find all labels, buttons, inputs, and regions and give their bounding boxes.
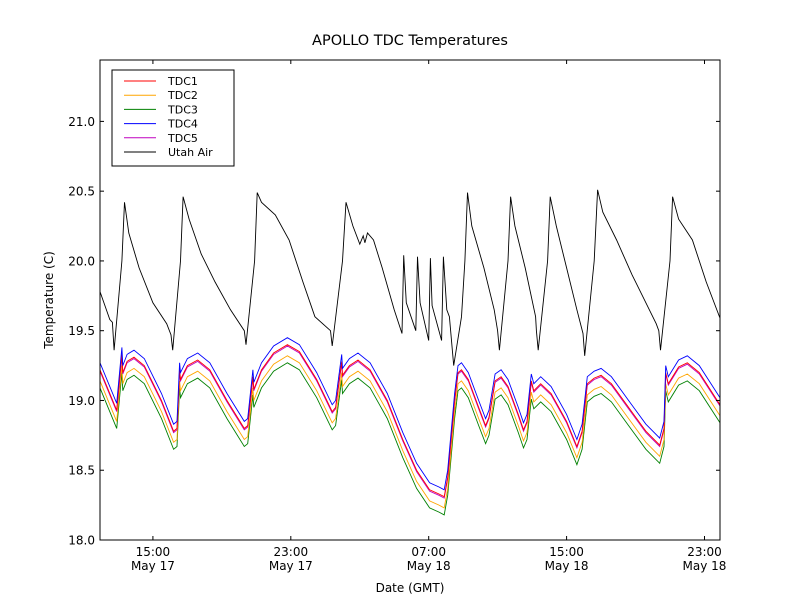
y-tick-label: 19.0 [68,394,95,408]
series-line-tdc5 [99,345,721,499]
series-line-tdc2 [99,355,721,509]
legend-label-tdc3: TDC3 [167,103,198,116]
y-tick-label: 20.5 [68,185,95,199]
x-tick-label-date: May 18 [683,559,727,573]
y-tick-label: 20.0 [68,254,95,268]
x-tick-label-time: 23:00 [687,545,722,559]
x-tick-label-date: May 17 [131,559,175,573]
legend-label-tdc5: TDC5 [167,132,198,145]
series-line-tdc1 [99,344,721,498]
chart-title: APOLLO TDC Temperatures [312,33,508,49]
x-tick-label-date: May 18 [407,559,451,573]
plot-frame [99,59,721,541]
y-tick-label: 19.5 [68,324,95,338]
y-tick-label: 18.5 [68,464,95,478]
plot-lines [99,189,721,516]
y-tick-label: 18.0 [68,534,95,548]
legend-box [111,69,235,167]
legend-label-tdc1: TDC1 [167,75,198,88]
legend-label-tdc4: TDC4 [167,118,198,131]
x-tick-label-time: 23:00 [274,545,309,559]
y-axis: 18.0 18.5 19.0 19.5 20.0 20.5 21.0 [68,115,720,548]
x-tick-label-time: 07:00 [411,545,446,559]
legend-label-tdc2: TDC2 [167,89,198,102]
legend-label-utah-air: Utah Air [168,146,213,159]
series-line-tdc4 [99,337,721,491]
series-line-utah-air [99,189,721,366]
x-tick-label-time: 15:00 [549,545,584,559]
x-tick-label-date: May 18 [545,559,589,573]
x-axis-label: Date (GMT) [376,581,445,595]
y-tick-label: 21.0 [68,115,95,129]
x-tick-label-time: 15:00 [136,545,171,559]
x-tick-label-date: May 17 [269,559,313,573]
series-line-tdc3 [99,362,721,516]
y-axis-label: Temperature (C) [42,251,56,350]
